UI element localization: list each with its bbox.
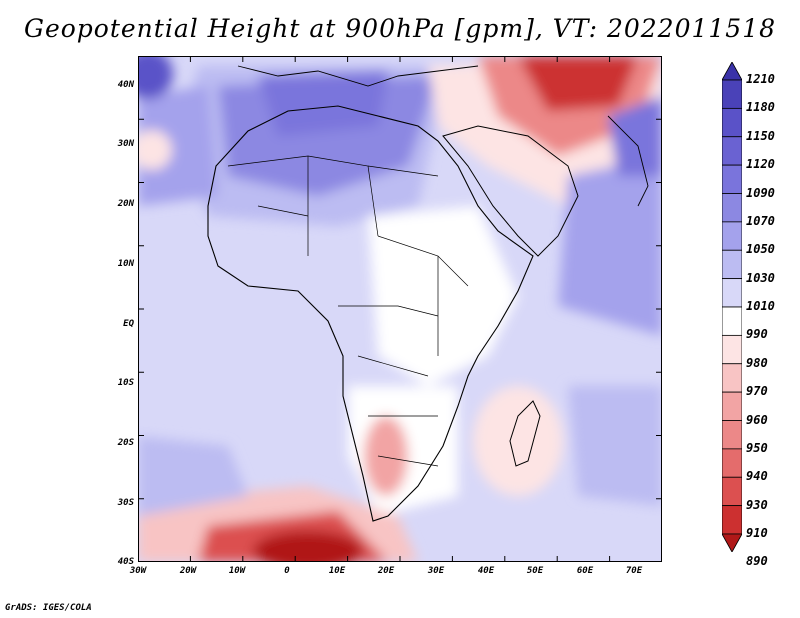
colorbar-swatch bbox=[722, 420, 742, 450]
colorbar-level-label: 1090 bbox=[746, 185, 775, 200]
colorbar-top-arrow bbox=[722, 62, 742, 81]
country-borders bbox=[227, 155, 469, 467]
lon-label-70e: 70E bbox=[625, 566, 643, 576]
colorbar-level-label: 1030 bbox=[746, 270, 775, 285]
lat-label-30s: 30S bbox=[117, 498, 134, 508]
colorbar-level-label: 930 bbox=[746, 497, 768, 512]
colorbar-level-label: 890 bbox=[746, 554, 768, 569]
colorbar-swatch bbox=[722, 448, 742, 478]
colorbar-level-label: 960 bbox=[746, 412, 768, 427]
colorbar-level-label: 1150 bbox=[746, 128, 775, 143]
field-arabian-sea bbox=[608, 96, 662, 176]
lon-label-30e: 30E bbox=[427, 566, 445, 576]
field-east-africa bbox=[368, 206, 518, 386]
field-atlantic-north bbox=[138, 86, 218, 206]
madagascar-coastline bbox=[509, 400, 541, 467]
field-atlas-core bbox=[258, 71, 388, 136]
colorbar-swatch bbox=[722, 476, 742, 507]
lon-label-20e: 20E bbox=[377, 566, 395, 576]
lat-label-10n: 10N bbox=[117, 259, 134, 269]
colorbar-level-label: 1050 bbox=[746, 242, 775, 257]
colorbar-swatch bbox=[722, 193, 742, 223]
europe-coastline bbox=[237, 65, 479, 87]
colorbar-level-label: 1010 bbox=[746, 299, 775, 313]
lat-label-20s: 20S bbox=[117, 438, 134, 448]
geopotential-map bbox=[138, 56, 662, 562]
lon-label-60e: 60E bbox=[576, 566, 594, 576]
lat-label-10s: 10S bbox=[117, 378, 134, 388]
lon-label-50e: 50E bbox=[526, 566, 544, 576]
field-south-atlantic-center bbox=[253, 531, 363, 562]
colorbar-bottom-arrow bbox=[722, 533, 742, 552]
colorbar-swatch bbox=[722, 278, 742, 308]
colorbar-swatch bbox=[722, 107, 742, 138]
lon-label-40e: 40E bbox=[477, 566, 495, 576]
colorbar bbox=[722, 62, 742, 552]
colorbar-level-label: 990 bbox=[746, 327, 768, 342]
lon-label-0: 0 bbox=[284, 566, 290, 576]
colorbar-level-label: 940 bbox=[746, 469, 768, 484]
colorbar-swatch bbox=[722, 221, 742, 251]
lat-label-40s: 40S bbox=[117, 557, 134, 567]
colorbar-swatch bbox=[722, 334, 742, 365]
colorbar-level-label: 1180 bbox=[746, 100, 775, 115]
colorbar-level-label: 1210 bbox=[746, 72, 775, 86]
arabia-coastline bbox=[442, 125, 579, 257]
lat-label-30n: 30N bbox=[117, 139, 134, 149]
colorbar-swatch bbox=[722, 391, 742, 421]
colorbar-level-label: 1070 bbox=[746, 213, 775, 228]
map-panel bbox=[138, 56, 662, 562]
colorbar-swatch bbox=[722, 505, 742, 535]
lon-label-30w: 30W bbox=[129, 566, 147, 576]
india-coastline bbox=[607, 115, 649, 207]
field-atlantic-corner bbox=[138, 56, 173, 99]
africa-coastline bbox=[207, 105, 534, 522]
colorbar-level-label: 980 bbox=[746, 355, 768, 370]
lat-label-20n: 20N bbox=[117, 199, 134, 209]
lat-label-eq: EQ bbox=[123, 319, 134, 329]
colorbar-swatch bbox=[722, 306, 742, 336]
field-atlantic-low bbox=[138, 130, 172, 170]
colorbar-swatch bbox=[722, 136, 742, 166]
grads-credit: GrADS: IGES/COLA bbox=[5, 603, 92, 613]
field-iran-core bbox=[518, 56, 638, 111]
colorbar-level-label: 970 bbox=[746, 384, 768, 399]
axis-ticks bbox=[138, 56, 662, 562]
field-kalahari-low bbox=[364, 416, 408, 496]
colorbar-swatch bbox=[722, 363, 742, 393]
colorbar-swatch bbox=[722, 249, 742, 280]
field-madagascar-low bbox=[473, 386, 563, 496]
lon-label-10e: 10E bbox=[328, 566, 346, 576]
colorbar-level-label: 950 bbox=[746, 440, 768, 455]
colorbar-swatch bbox=[722, 79, 742, 109]
colorbar-swatch bbox=[722, 164, 742, 194]
lat-label-40n: 40N bbox=[117, 80, 134, 90]
colorbar-level-label: 910 bbox=[746, 526, 768, 540]
lon-label-10w: 10W bbox=[228, 566, 246, 576]
colorbar-level-label: 1120 bbox=[746, 157, 775, 172]
lon-label-20w: 20W bbox=[179, 566, 197, 576]
field-india-ocean bbox=[558, 156, 662, 336]
map-title: Geopotential Height at 900hPa [gpm], VT:… bbox=[23, 14, 777, 43]
field-south-indian-high bbox=[568, 386, 662, 506]
field-south-atlantic-high bbox=[138, 436, 248, 516]
